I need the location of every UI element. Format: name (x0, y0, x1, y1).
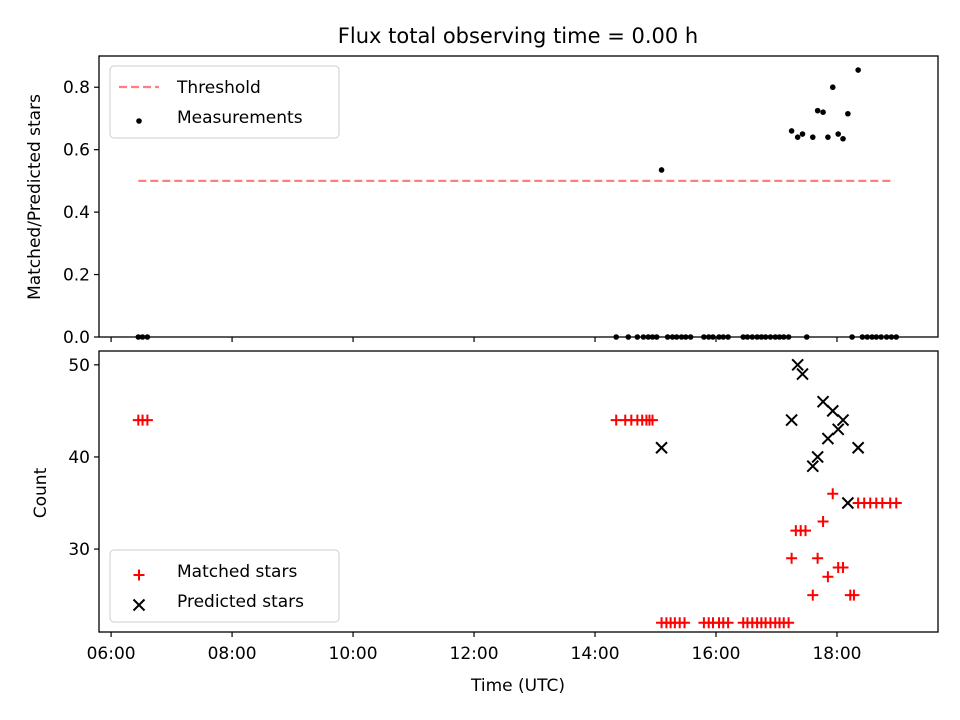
y-axis-label-top: Matched/Predicted stars (25, 94, 45, 300)
legend: Matched stars Predicted stars (109, 549, 340, 623)
predicted-stars-point (796, 367, 809, 381)
predicted-stars-point (821, 432, 835, 445)
y-tick-label: 0.2 (63, 266, 90, 286)
measurements-point (820, 109, 826, 115)
y-tick-label: 0.0 (63, 328, 90, 348)
matched-stars-point (817, 515, 829, 527)
measurements-point (835, 131, 841, 137)
measurements-point (845, 110, 851, 117)
x-tick-label: 08:00 (208, 644, 257, 664)
legend-label-measurements: Measurements (177, 108, 303, 128)
measurements-point (814, 107, 821, 114)
top-panel: 0.0 0.2 0.4 0.6 0.8 Threshold Measurements (63, 55, 939, 348)
matched-stars-point (827, 488, 839, 500)
predicted-stars-point (836, 413, 850, 427)
legend-swatch-predicted-stars (132, 598, 146, 612)
legend-label-threshold: Threshold (176, 78, 261, 98)
predicted-stars-point (851, 441, 865, 454)
predicted-stars-point (655, 441, 668, 454)
predicted-stars-point (831, 423, 845, 436)
matched-stars-point (783, 617, 795, 629)
matched-stars-point (786, 552, 798, 564)
x-tick-label: 18:00 (812, 644, 861, 664)
measurements-point (840, 135, 846, 142)
matched-stars-point (800, 525, 812, 537)
matched-stars-point (848, 589, 860, 601)
measurements-point (809, 134, 816, 140)
measurements-point (794, 134, 801, 140)
x-tick-label: 16:00 (692, 644, 741, 664)
matched-stars-point (807, 589, 819, 601)
predicted-stars-point (791, 358, 804, 372)
matched-stars-point (837, 562, 849, 574)
y-tick-label: 0.8 (63, 78, 90, 98)
predicted-stars-point (826, 404, 839, 418)
y-tick-label: 30 (68, 540, 90, 560)
legend-label-predicted-stars: Predicted stars (177, 592, 304, 612)
matched-stars-point (141, 414, 153, 426)
legend-swatch-measurements (136, 118, 142, 124)
y-tick-label: 50 (68, 356, 90, 376)
y-tick-label: 40 (68, 448, 90, 468)
matched-stars-point (679, 617, 691, 629)
x-tick-label: 06:00 (87, 644, 136, 664)
measurements-point (788, 128, 795, 134)
x-axis-label: Time (UTC) (470, 676, 565, 696)
legend-swatch-matched-stars (133, 569, 145, 581)
legend: Threshold Measurements (109, 65, 340, 139)
predicted-stars-point (816, 395, 830, 408)
axes-frame (98, 55, 939, 338)
predicted-stars-point (811, 450, 824, 464)
matched-stars-point (812, 552, 824, 564)
legend-label-matched-stars: Matched stars (177, 562, 297, 582)
legend-box (109, 549, 340, 623)
measurements-point (799, 131, 806, 137)
y-tick-label: 0.4 (63, 203, 90, 223)
axes-frame (98, 350, 939, 633)
chart-title: Flux total observing time = 0.00 h (338, 24, 698, 48)
measurements-point (829, 84, 836, 91)
matched-stars-point (646, 414, 658, 426)
bottom-panel: 30 40 50 06:00 08:00 10:00 12:00 14:00 16:00 18:0… (68, 350, 939, 664)
predicted-stars-point (785, 413, 798, 427)
matched-stars-point (722, 617, 734, 629)
x-tick-label: 10:00 (329, 644, 378, 664)
x-tick-label: 14:00 (571, 644, 620, 664)
matched-stars-point (822, 571, 834, 583)
matched-stars-point (890, 497, 902, 509)
y-tick-label: 0.6 (63, 141, 90, 161)
y-axis-label-bottom: Count (31, 467, 51, 518)
measurements-point (658, 167, 665, 173)
legend-box (109, 65, 340, 139)
predicted-stars-point (841, 496, 855, 510)
measurements-point (825, 134, 831, 140)
measurements-point (855, 67, 861, 73)
x-tick-label: 12:00 (450, 644, 499, 664)
predicted-stars-point (806, 459, 819, 473)
